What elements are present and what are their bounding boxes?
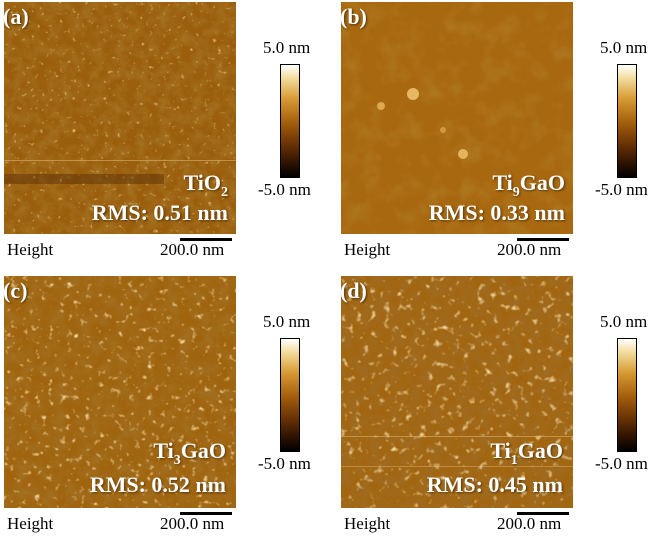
colorbar bbox=[617, 64, 637, 178]
afm-height-image-a bbox=[4, 2, 236, 234]
sample-name: TiO2 bbox=[183, 170, 228, 200]
colorbar-max-label: 5.0 nm bbox=[600, 38, 648, 57]
panel-label: (d) bbox=[340, 278, 367, 303]
colorbar-min-label: -5.0 nm bbox=[258, 454, 311, 473]
panel-a: (a) TiO2 RMS: 0.51 nm Height 200.0 nm 5.… bbox=[0, 2, 330, 272]
panel-b: (b) Ti9GaO RMS: 0.33 nm Height 200.0 nm … bbox=[337, 2, 667, 272]
scale-bar bbox=[180, 512, 232, 515]
scale-bar-label: 200.0 nm bbox=[160, 514, 225, 533]
scale-bar-label: 200.0 nm bbox=[160, 240, 225, 259]
height-label: Height bbox=[7, 514, 54, 533]
colorbar-max-label: 5.0 nm bbox=[263, 312, 311, 331]
height-label: Height bbox=[344, 240, 391, 259]
colorbar-min-label: -5.0 nm bbox=[595, 454, 648, 473]
colorbar-min-label: -5.0 nm bbox=[258, 180, 311, 199]
panel-label: (c) bbox=[3, 278, 28, 303]
panel-label: (a) bbox=[3, 4, 29, 29]
scale-bar-label: 200.0 nm bbox=[497, 514, 562, 533]
afm-height-image-d bbox=[341, 276, 573, 508]
colorbar bbox=[617, 338, 637, 452]
scale-bar bbox=[517, 238, 569, 241]
rms-roughness-label: RMS: 0.52 nm bbox=[89, 472, 226, 497]
sample-name: Ti1GaO bbox=[490, 438, 563, 468]
scale-bar-label: 200.0 nm bbox=[497, 240, 562, 259]
afm-height-image-b bbox=[341, 2, 573, 234]
rms-roughness-label: RMS: 0.51 nm bbox=[91, 200, 228, 225]
afm-height-image-c bbox=[4, 276, 236, 508]
scale-bar bbox=[517, 512, 569, 515]
colorbar-min-label: -5.0 nm bbox=[595, 180, 648, 199]
panel-c: (c) Ti3GaO RMS: 0.52 nm Height 200.0 nm … bbox=[0, 276, 330, 546]
height-label: Height bbox=[344, 514, 391, 533]
colorbar bbox=[280, 338, 300, 452]
colorbar-max-label: 5.0 nm bbox=[263, 38, 311, 57]
colorbar-max-label: 5.0 nm bbox=[600, 312, 648, 331]
sample-name: Ti9GaO bbox=[492, 170, 565, 200]
scale-bar bbox=[180, 238, 232, 241]
rms-roughness-label: RMS: 0.45 nm bbox=[426, 472, 563, 497]
panel-d: (d) Ti1GaO RMS: 0.45 nm Height 200.0 nm … bbox=[337, 276, 667, 546]
rms-roughness-label: RMS: 0.33 nm bbox=[428, 200, 565, 225]
colorbar bbox=[280, 64, 300, 178]
height-label: Height bbox=[7, 240, 54, 259]
sample-name: Ti3GaO bbox=[153, 438, 226, 468]
panel-label: (b) bbox=[340, 4, 367, 29]
